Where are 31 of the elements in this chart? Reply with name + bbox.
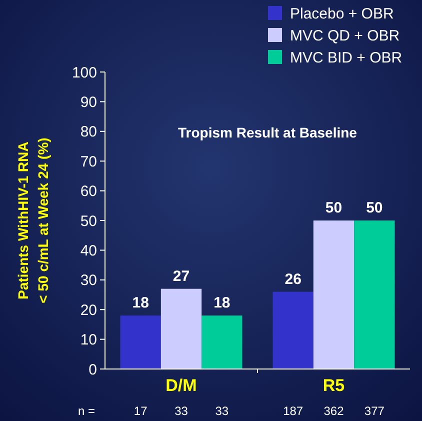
y-tick-label: 10	[80, 332, 97, 349]
text: 362	[324, 404, 344, 418]
data-label: 18	[132, 294, 149, 312]
y-tick-label: 40	[80, 242, 97, 260]
y-tick-label: 90	[80, 94, 97, 111]
y-tick-label: 70	[80, 153, 97, 170]
y-tick-label: 30	[80, 272, 97, 290]
y-tick-label: 0	[88, 361, 97, 378]
text: n =	[78, 404, 95, 418]
text: 17	[134, 404, 148, 418]
data-label: 26	[284, 270, 302, 288]
data-label: 27	[172, 268, 190, 285]
text: 377	[364, 404, 385, 418]
legend-label: MVC QD + OBR	[290, 27, 400, 44]
x-tick-label: D/M	[166, 376, 197, 395]
y-tick-label: 20	[80, 302, 97, 319]
legend-label: MVC BID + OBR	[290, 49, 402, 66]
text: 33	[174, 404, 188, 418]
annotation: Tropism Result at Baseline	[178, 124, 358, 140]
y-axis-title: Patients WithHIV-1 RNA < 50 c/mL at Week 24 (%)	[15, 138, 51, 304]
data-label: 50	[366, 200, 383, 216]
data-label: 50	[325, 200, 342, 216]
y-tick-label: 80	[80, 124, 97, 141]
text: 187	[283, 404, 304, 418]
legend-label: Placebo + OBR	[290, 5, 394, 22]
y-tick-label: 100	[72, 64, 97, 82]
y-tick-label: 50	[80, 212, 97, 230]
x-tick-label: R5	[322, 376, 345, 395]
data-label: 18	[214, 294, 230, 312]
text: 33	[215, 404, 229, 418]
y-tick-label: 60	[80, 183, 97, 200]
